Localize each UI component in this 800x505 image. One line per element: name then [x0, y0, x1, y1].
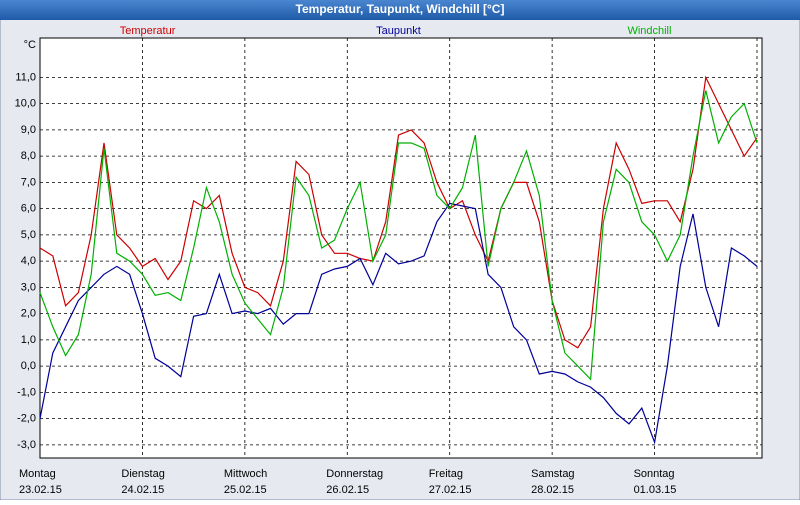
- line-series: [39, 90, 758, 381]
- y-tick-label: -3,0: [17, 439, 36, 451]
- y-tick-label: 0,0: [21, 360, 36, 372]
- line-series: [39, 75, 758, 349]
- chart-title: Temperatur, Taupunkt, Windchill [°C]: [296, 2, 505, 16]
- legend-label: Windchill: [627, 25, 671, 37]
- x-tick-date: 23.02.15: [19, 484, 62, 496]
- line-series: [39, 202, 758, 445]
- x-tick-label: Samstag: [531, 468, 574, 480]
- x-tick-date: 25.02.15: [224, 484, 267, 496]
- legend-label: Taupunkt: [376, 25, 421, 37]
- x-tick-date: 01.03.15: [634, 484, 677, 496]
- plot-area: [39, 37, 763, 459]
- y-tick-label: 10,0: [15, 98, 36, 110]
- legend-label: Temperatur: [120, 25, 176, 37]
- y-tick-label: 2,0: [21, 308, 36, 320]
- y-tick-label: 7,0: [21, 176, 36, 188]
- y-tick-label: 9,0: [21, 124, 36, 136]
- x-tick-label: Montag: [19, 468, 56, 480]
- y-tick-label: 3,0: [21, 281, 36, 293]
- y-tick-label: 6,0: [21, 203, 36, 215]
- x-tick-label: Sonntag: [634, 468, 675, 480]
- x-tick-date: 27.02.15: [429, 484, 472, 496]
- y-tick-label: 5,0: [21, 229, 36, 241]
- x-tick-label: Freitag: [429, 468, 463, 480]
- y-tick-label: 1,0: [21, 334, 36, 346]
- y-tick-label: 4,0: [21, 255, 36, 267]
- y-unit: °C: [24, 39, 36, 51]
- x-tick-date: 24.02.15: [121, 484, 164, 496]
- x-tick-label: Mittwoch: [224, 468, 267, 480]
- x-tick-label: Donnerstag: [326, 468, 383, 480]
- x-tick-date: 26.02.15: [326, 484, 369, 496]
- x-tick-label: Dienstag: [121, 468, 164, 480]
- y-tick-label: 8,0: [21, 150, 36, 162]
- y-tick-label: -2,0: [17, 413, 36, 425]
- y-tick-label: 11,0: [15, 71, 36, 83]
- title-bar: [0, 0, 800, 20]
- y-tick-label: -1,0: [17, 386, 36, 398]
- x-tick-date: 28.02.15: [531, 484, 574, 496]
